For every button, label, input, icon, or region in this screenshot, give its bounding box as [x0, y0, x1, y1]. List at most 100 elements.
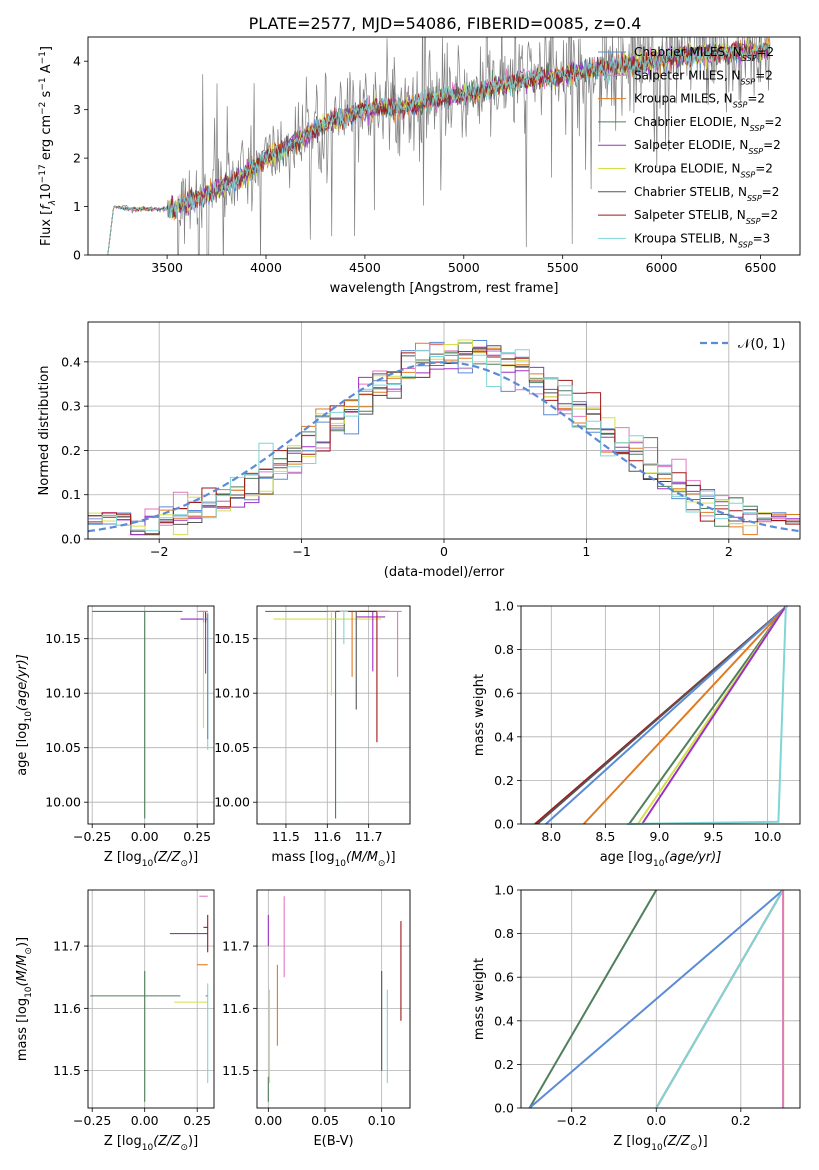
model-spectrum-line-kroupa_stelib [107, 42, 771, 255]
y-tick-label: 0.0 [494, 1101, 514, 1116]
model-spectrum-line-salpeter_stelib [107, 40, 770, 255]
x-tick-label: 4500 [349, 260, 381, 275]
cumulative-line-salpeter_elodie [641, 605, 787, 825]
legend-entry: Kroupa MILES, NSSP=2 [634, 92, 765, 110]
axes-spectrum: 3500 4000 4500 5000 5500 6000 6500 0 1 2 3 4 wavelen… [38, 36, 801, 296]
legend-entry: Kroupa STELIB, NSSP=3 [634, 231, 770, 249]
x-tick-label: 1 [582, 544, 590, 559]
legend-entry: Chabrier ELODIE, NSSP=2 [634, 115, 782, 132]
x-axis-label: Z [log10(Z/Z⊙)] [104, 1134, 198, 1153]
x-tick-label: 0.25 [183, 1113, 211, 1128]
x-tick-label: 5000 [448, 260, 480, 275]
y-tick-label: 11.6 [222, 1001, 250, 1016]
legend-entry: Chabrier STELIB, NSSP=2 [634, 185, 779, 203]
cumulative-line-kroupa_stelib [655, 889, 784, 1109]
x-axis-label: Z [log10(Z/Z⊙)] [104, 850, 198, 869]
x-tick-label: 6500 [745, 260, 777, 275]
x-tick-label: 0.0 [646, 1113, 666, 1128]
error-bars-age_vs_mass [265, 610, 402, 819]
x-tick-label: 11.6 [313, 829, 341, 844]
y-tick-label: 0 [73, 248, 81, 263]
observed-spectrum-line [107, 37, 771, 255]
spectrum-lines [107, 37, 771, 255]
cumulative-line-chabrier_elodie [528, 889, 658, 1109]
axes-frame [87, 605, 215, 825]
y-tick-label: 10.10 [214, 686, 250, 701]
axes-frame [87, 36, 801, 256]
spectrum-legend: Chabrier MILES, NSSP=2 Salpeter MILES, NS… [598, 45, 782, 249]
x-tick-label: −0.2 [557, 1113, 587, 1128]
histogram-kroupa_elodie [88, 339, 800, 536]
histogram-kroupa_stelib [88, 349, 800, 532]
axes-frame [520, 889, 801, 1109]
y-tick-label: 0.2 [494, 773, 514, 788]
y-axis-label: mass weight [472, 958, 487, 1040]
x-tick-label: 4000 [250, 260, 282, 275]
x-tick-label: 9.5 [704, 829, 724, 844]
y-tick-label: 0.1 [61, 487, 81, 502]
legend-entry: Salpeter MILES, NSSP=2 [634, 68, 773, 86]
cumulative-line-chabrier_miles [528, 889, 784, 1109]
legend-entry: 𝒩(0, 1) [738, 337, 785, 352]
legend-entry: Salpeter STELIB, NSSP=2 [634, 208, 778, 226]
y-axis-label: Flux [fλ10−17 erg cm−2 s−1 A−1] [38, 46, 58, 246]
y-tick-label: 10.15 [214, 631, 250, 646]
x-axis-label: wavelength [Angstrom, rest frame] [330, 281, 559, 296]
y-axis-label: mass weight [472, 674, 487, 756]
y-tick-label: 10.05 [214, 740, 250, 755]
y-tick-label: 1.0 [494, 883, 514, 898]
x-tick-label: 8.5 [595, 829, 615, 844]
y-tick-label: 0.2 [61, 443, 81, 458]
x-tick-label: 2 [725, 544, 733, 559]
y-tick-label: 0.8 [494, 926, 514, 941]
axes-frame [256, 605, 411, 825]
y-tick-label: 0.6 [494, 686, 514, 701]
x-tick-label: 0.05 [311, 1113, 339, 1128]
y-tick-label: 11.5 [222, 1063, 250, 1078]
axes-weight_vs_Z: −0.2 0.0 0.2 0.0 0.2 0.4 0.6 0.8 1.0 Z [log10(Z/Z… [472, 883, 801, 1153]
axes-mass_vs_Z: −0.25 0.00 0.25 11.5 11.6 11.7 Z [log10(Z/Z⊙)]… [15, 889, 215, 1153]
x-axis-label: age [log10(age/yr)] [600, 850, 722, 869]
x-tick-label: 11.5 [272, 829, 300, 844]
legend-entry: Chabrier MILES, NSSP=2 [634, 45, 774, 63]
axes-age_vs_Z: −0.25 0.00 0.25 10.00 10.05 10.10 10.15 Z [log1… [15, 605, 215, 869]
y-axis-label: age [log10(age/yr)] [15, 654, 34, 776]
y-tick-label: 0.2 [494, 1057, 514, 1072]
x-tick-label: 6000 [646, 260, 678, 275]
x-tick-label: 0.25 [183, 829, 211, 844]
error-bars-mass_vs_Z [90, 895, 209, 1102]
y-tick-label: 10.05 [45, 740, 81, 755]
histogram-lines [88, 339, 800, 536]
y-tick-label: 10.00 [45, 795, 81, 810]
legend-entry: Kroupa ELODIE, NSSP=2 [634, 162, 773, 180]
y-tick-label: 10.10 [45, 686, 81, 701]
legend-entry: Salpeter ELODIE, NSSP=2 [634, 138, 781, 156]
cumulative-line-chabrier_miles [545, 605, 788, 825]
y-tick-label: 4 [73, 54, 81, 69]
x-axis-label: Z [log10(Z/Z⊙)] [613, 1134, 707, 1153]
y-tick-label: 11.6 [53, 1001, 81, 1016]
x-tick-label: −2 [150, 544, 168, 559]
y-tick-label: 0.4 [61, 354, 81, 369]
axes-frame [256, 889, 411, 1109]
y-axis-label: mass [log10(M/M⊙)] [15, 937, 34, 1061]
cumulative-line-chabrier_elodie [628, 605, 787, 825]
x-tick-label: 8.0 [541, 829, 561, 844]
x-tick-label: 0.00 [254, 1113, 282, 1128]
axes-frame [87, 889, 215, 1109]
x-tick-label: 0.2 [731, 1113, 751, 1128]
y-tick-label: 0.0 [494, 817, 514, 832]
y-tick-label: 0.4 [494, 729, 514, 744]
axes-age_vs_mass: 11.5 11.6 11.7 10.00 10.05 10.10 10.15 mass [lo… [214, 605, 411, 869]
x-tick-label: 0.00 [131, 829, 159, 844]
x-tick-label: −1 [292, 544, 310, 559]
y-tick-label: 11.7 [222, 939, 250, 954]
x-tick-label: −0.25 [73, 1113, 111, 1128]
y-tick-label: 0.3 [61, 399, 81, 414]
x-tick-label: 3500 [151, 260, 183, 275]
x-tick-label: 0.10 [368, 1113, 396, 1128]
axes-weight_vs_age: 8.0 8.5 9.0 9.5 10.0 0.0 0.2 0.4 0.6 0.8 1.0 age [l… [472, 599, 801, 869]
y-tick-label: 11.5 [53, 1063, 81, 1078]
y-tick-label: 10.15 [45, 631, 81, 646]
